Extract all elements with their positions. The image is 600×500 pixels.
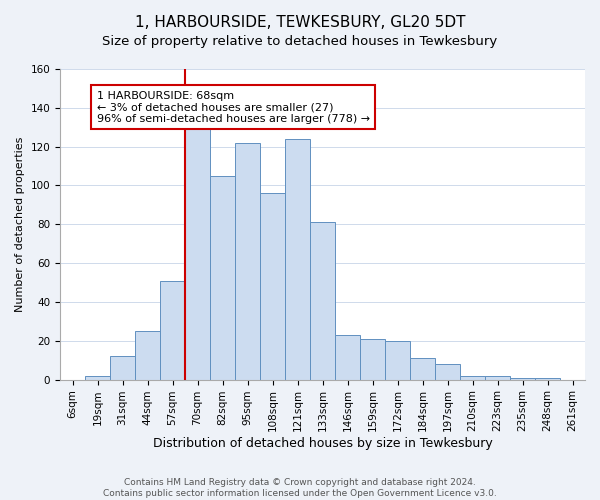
Bar bbox=[535, 378, 560, 380]
Bar bbox=[510, 378, 535, 380]
Bar bbox=[210, 176, 235, 380]
Bar bbox=[185, 126, 210, 380]
Bar bbox=[110, 356, 135, 380]
Bar bbox=[385, 341, 410, 380]
Bar bbox=[485, 376, 510, 380]
Bar bbox=[310, 222, 335, 380]
Text: Size of property relative to detached houses in Tewkesbury: Size of property relative to detached ho… bbox=[103, 35, 497, 48]
Bar bbox=[85, 376, 110, 380]
Bar bbox=[360, 339, 385, 380]
Text: 1 HARBOURSIDE: 68sqm
← 3% of detached houses are smaller (27)
96% of semi-detach: 1 HARBOURSIDE: 68sqm ← 3% of detached ho… bbox=[97, 90, 370, 124]
Bar bbox=[135, 331, 160, 380]
Bar bbox=[335, 335, 360, 380]
Bar bbox=[285, 139, 310, 380]
X-axis label: Distribution of detached houses by size in Tewkesbury: Distribution of detached houses by size … bbox=[152, 437, 493, 450]
Text: 1, HARBOURSIDE, TEWKESBURY, GL20 5DT: 1, HARBOURSIDE, TEWKESBURY, GL20 5DT bbox=[135, 15, 465, 30]
Bar bbox=[460, 376, 485, 380]
Bar bbox=[160, 280, 185, 380]
Bar bbox=[435, 364, 460, 380]
Bar bbox=[410, 358, 435, 380]
Text: Contains HM Land Registry data © Crown copyright and database right 2024.
Contai: Contains HM Land Registry data © Crown c… bbox=[103, 478, 497, 498]
Bar bbox=[260, 193, 285, 380]
Bar bbox=[235, 143, 260, 380]
Y-axis label: Number of detached properties: Number of detached properties bbox=[15, 136, 25, 312]
